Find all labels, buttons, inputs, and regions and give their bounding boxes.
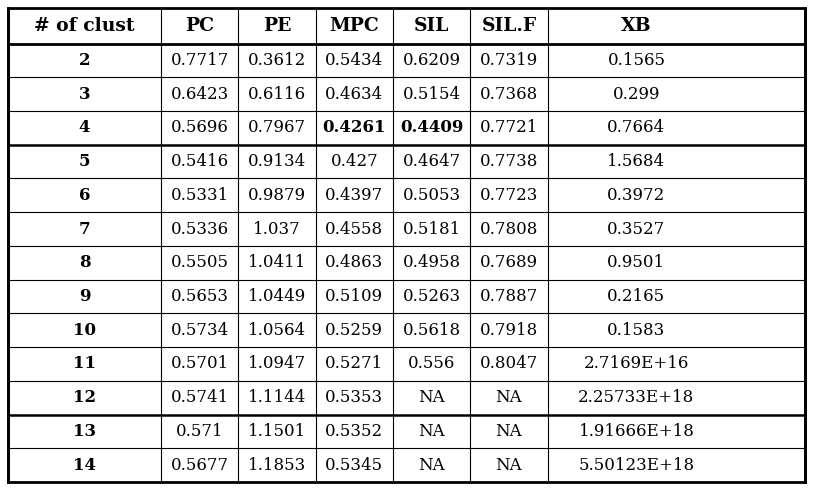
Text: NA: NA [496, 457, 522, 474]
Text: 0.2165: 0.2165 [607, 288, 666, 305]
Text: 14: 14 [73, 457, 96, 474]
Text: 1.1853: 1.1853 [248, 457, 307, 474]
Text: 0.5653: 0.5653 [171, 288, 228, 305]
Text: 0.6209: 0.6209 [402, 52, 461, 69]
Text: 0.4863: 0.4863 [325, 254, 384, 271]
Text: 8: 8 [79, 254, 90, 271]
Text: 0.5259: 0.5259 [325, 322, 383, 339]
Text: MPC: MPC [329, 17, 379, 35]
Text: 11: 11 [73, 355, 96, 372]
Text: 0.3612: 0.3612 [248, 52, 307, 69]
Text: 0.5336: 0.5336 [171, 220, 228, 238]
Text: 0.5352: 0.5352 [325, 423, 384, 440]
Text: 0.4409: 0.4409 [400, 119, 463, 137]
Text: 0.4397: 0.4397 [325, 187, 384, 204]
Text: 0.5181: 0.5181 [402, 220, 461, 238]
Text: 0.5505: 0.5505 [171, 254, 228, 271]
Text: 0.5154: 0.5154 [402, 86, 461, 103]
Text: NA: NA [419, 457, 445, 474]
Text: 1.5684: 1.5684 [607, 153, 666, 170]
Text: 0.7887: 0.7887 [480, 288, 538, 305]
Text: 0.3972: 0.3972 [607, 187, 666, 204]
Text: 0.7967: 0.7967 [248, 119, 306, 137]
Text: 0.7918: 0.7918 [480, 322, 538, 339]
Text: NA: NA [419, 423, 445, 440]
Text: 4: 4 [79, 119, 90, 137]
Text: 0.7808: 0.7808 [480, 220, 538, 238]
Text: 6: 6 [79, 187, 90, 204]
Text: 0.5734: 0.5734 [171, 322, 228, 339]
Text: 5.50123E+18: 5.50123E+18 [578, 457, 694, 474]
Text: 0.7368: 0.7368 [480, 86, 538, 103]
Text: 0.5109: 0.5109 [325, 288, 384, 305]
Text: 0.5741: 0.5741 [171, 389, 228, 406]
Text: 7: 7 [79, 220, 90, 238]
Text: # of clust: # of clust [34, 17, 135, 35]
Text: 3: 3 [79, 86, 90, 103]
Text: 0.299: 0.299 [613, 86, 660, 103]
Text: 1.1501: 1.1501 [248, 423, 307, 440]
Text: 0.5701: 0.5701 [171, 355, 228, 372]
Text: 0.5618: 0.5618 [402, 322, 461, 339]
Text: 5: 5 [79, 153, 90, 170]
Text: 0.7721: 0.7721 [480, 119, 538, 137]
Text: 0.5345: 0.5345 [325, 457, 384, 474]
Text: 0.427: 0.427 [330, 153, 378, 170]
Text: 0.7319: 0.7319 [480, 52, 538, 69]
Text: 0.5053: 0.5053 [402, 187, 461, 204]
Text: 2.7169E+16: 2.7169E+16 [584, 355, 689, 372]
Text: NA: NA [496, 423, 522, 440]
Text: 0.3527: 0.3527 [607, 220, 666, 238]
Text: NA: NA [419, 389, 445, 406]
Text: 0.1583: 0.1583 [607, 322, 666, 339]
Text: 2: 2 [79, 52, 90, 69]
Text: 0.9879: 0.9879 [248, 187, 306, 204]
Text: 0.4958: 0.4958 [402, 254, 461, 271]
Text: PC: PC [185, 17, 214, 35]
Text: 0.556: 0.556 [408, 355, 455, 372]
Text: 9: 9 [79, 288, 90, 305]
Text: 1.91666E+18: 1.91666E+18 [579, 423, 694, 440]
Text: 2.25733E+18: 2.25733E+18 [578, 389, 694, 406]
Text: SIL.F: SIL.F [481, 17, 537, 35]
Text: 0.7723: 0.7723 [480, 187, 538, 204]
Text: NA: NA [496, 389, 522, 406]
Text: 1.0947: 1.0947 [248, 355, 307, 372]
Text: XB: XB [621, 17, 652, 35]
Text: 1.1144: 1.1144 [248, 389, 307, 406]
Text: 0.5434: 0.5434 [325, 52, 384, 69]
Text: 10: 10 [73, 322, 96, 339]
Text: 0.9134: 0.9134 [248, 153, 307, 170]
Text: 1.0449: 1.0449 [248, 288, 307, 305]
Text: 0.5263: 0.5263 [402, 288, 461, 305]
Text: 0.6116: 0.6116 [248, 86, 306, 103]
Text: 0.5271: 0.5271 [325, 355, 384, 372]
Text: 1.0564: 1.0564 [248, 322, 306, 339]
Text: 0.6423: 0.6423 [171, 86, 228, 103]
Text: 0.7717: 0.7717 [171, 52, 229, 69]
Text: 1.037: 1.037 [253, 220, 301, 238]
Text: 0.7689: 0.7689 [480, 254, 538, 271]
Text: 1.0411: 1.0411 [248, 254, 307, 271]
Text: 0.1565: 0.1565 [607, 52, 665, 69]
Text: 0.5331: 0.5331 [171, 187, 228, 204]
Text: 0.4634: 0.4634 [325, 86, 384, 103]
Text: 13: 13 [73, 423, 96, 440]
Text: 0.7738: 0.7738 [480, 153, 538, 170]
Text: 12: 12 [73, 389, 96, 406]
Text: PE: PE [263, 17, 291, 35]
Text: 0.4261: 0.4261 [323, 119, 386, 137]
Text: 0.7664: 0.7664 [607, 119, 666, 137]
Text: 0.5353: 0.5353 [325, 389, 384, 406]
Text: 0.5677: 0.5677 [171, 457, 228, 474]
Text: 0.571: 0.571 [176, 423, 224, 440]
Text: 0.4558: 0.4558 [325, 220, 384, 238]
Text: 0.8047: 0.8047 [480, 355, 538, 372]
Text: 0.4647: 0.4647 [402, 153, 461, 170]
Text: 0.9501: 0.9501 [607, 254, 666, 271]
Text: SIL: SIL [414, 17, 450, 35]
Text: 0.5416: 0.5416 [171, 153, 228, 170]
Text: 0.5696: 0.5696 [171, 119, 228, 137]
